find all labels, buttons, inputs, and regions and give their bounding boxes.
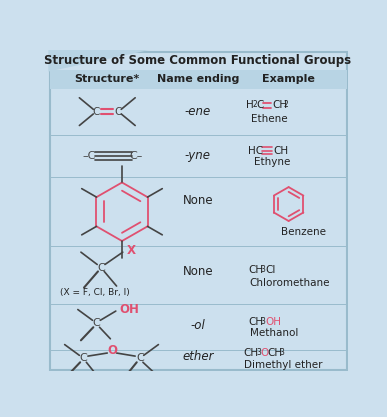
Text: -ene: -ene xyxy=(185,105,211,118)
Text: CH: CH xyxy=(248,265,264,275)
Text: None: None xyxy=(183,265,213,278)
Text: C: C xyxy=(257,100,264,111)
Text: Name ending: Name ending xyxy=(157,74,239,84)
Polygon shape xyxy=(48,50,149,72)
Text: -ol: -ol xyxy=(190,319,205,332)
Text: Structure*: Structure* xyxy=(74,74,139,84)
Text: 2: 2 xyxy=(283,100,288,109)
Text: Methanol: Methanol xyxy=(250,329,298,339)
Text: Benzene: Benzene xyxy=(281,227,326,237)
Text: O: O xyxy=(261,348,269,358)
Text: Ethene: Ethene xyxy=(252,114,288,124)
Text: 2: 2 xyxy=(252,100,257,109)
Text: C: C xyxy=(115,107,122,117)
Text: 3: 3 xyxy=(279,348,284,357)
Text: Chloromethane: Chloromethane xyxy=(250,278,330,288)
Text: Ethyne: Ethyne xyxy=(254,157,290,167)
Text: CH: CH xyxy=(273,146,288,156)
Text: C: C xyxy=(92,319,100,329)
Text: Dimethyl ether: Dimethyl ether xyxy=(244,359,322,369)
Text: 3: 3 xyxy=(261,265,265,274)
Text: C: C xyxy=(97,263,105,273)
Text: H: H xyxy=(246,100,254,111)
Text: CH: CH xyxy=(244,348,259,358)
Text: -yne: -yne xyxy=(185,149,211,162)
Text: –C: –C xyxy=(82,151,96,161)
Text: O: O xyxy=(107,344,117,357)
Text: C–: C– xyxy=(130,151,143,161)
Text: CH: CH xyxy=(248,317,264,327)
FancyBboxPatch shape xyxy=(50,70,347,88)
Text: C: C xyxy=(93,107,100,117)
Text: X: X xyxy=(127,244,136,257)
Text: 3: 3 xyxy=(256,348,261,357)
Text: HC: HC xyxy=(248,146,264,156)
Text: CH: CH xyxy=(267,348,282,358)
Text: None: None xyxy=(183,193,213,207)
Text: CH: CH xyxy=(272,100,288,111)
FancyBboxPatch shape xyxy=(50,52,347,369)
Text: (X = F, Cl, Br, I): (X = F, Cl, Br, I) xyxy=(60,288,130,297)
Text: C: C xyxy=(136,354,144,364)
Text: ether: ether xyxy=(182,349,214,363)
Text: 3: 3 xyxy=(261,317,265,326)
Text: OH: OH xyxy=(120,303,140,316)
Text: C: C xyxy=(79,354,87,364)
Text: Example: Example xyxy=(262,74,315,84)
Text: Cl: Cl xyxy=(265,265,276,275)
Text: Structure of Some Common Functional Groups: Structure of Some Common Functional Grou… xyxy=(45,54,351,67)
Text: OH: OH xyxy=(265,317,281,327)
